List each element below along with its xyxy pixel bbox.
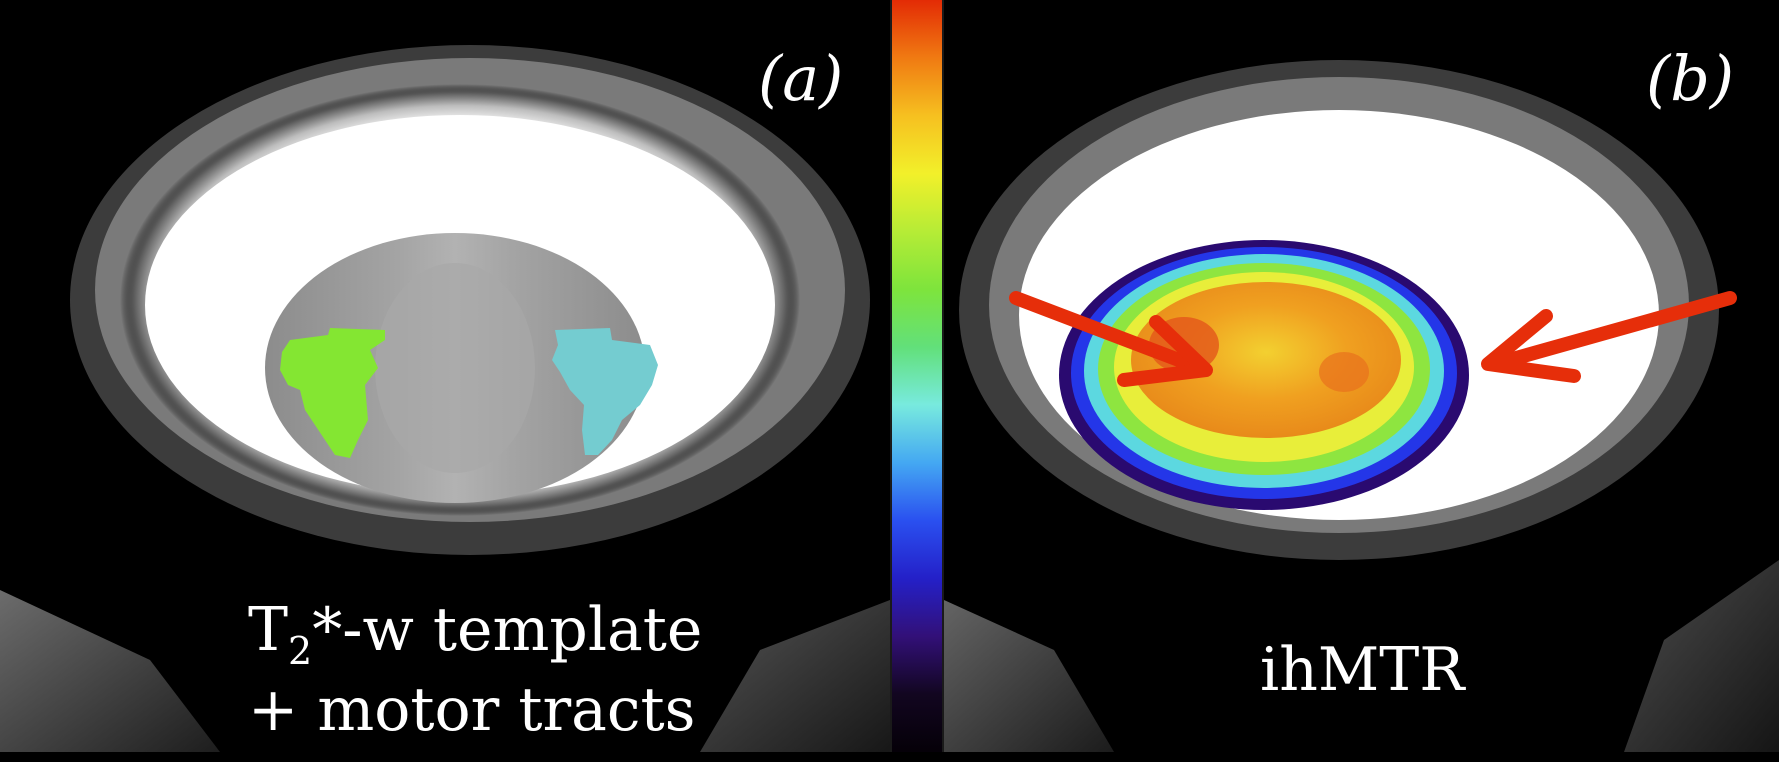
panel-a-letter: (a)	[758, 42, 844, 115]
right-arrow	[1481, 291, 1737, 383]
panel-a-caption-line2: + motor tracts	[248, 675, 696, 745]
panel-b-caption: ihMTR	[1260, 635, 1465, 705]
colorbar	[890, 0, 944, 752]
left-arrow	[1009, 291, 1213, 387]
panel-b-image	[944, 0, 1779, 752]
panel-a-image	[0, 0, 890, 752]
panel-a-caption-line1: T2*-w template	[248, 600, 702, 670]
left-motor-tract	[280, 328, 385, 458]
caption-subscript: 2	[288, 629, 313, 673]
caption-t-suffix: *-w template	[312, 595, 703, 665]
caption-t-prefix: T	[248, 595, 289, 665]
panel-b-letter: (b)	[1646, 42, 1735, 115]
right-motor-tract	[552, 328, 658, 455]
